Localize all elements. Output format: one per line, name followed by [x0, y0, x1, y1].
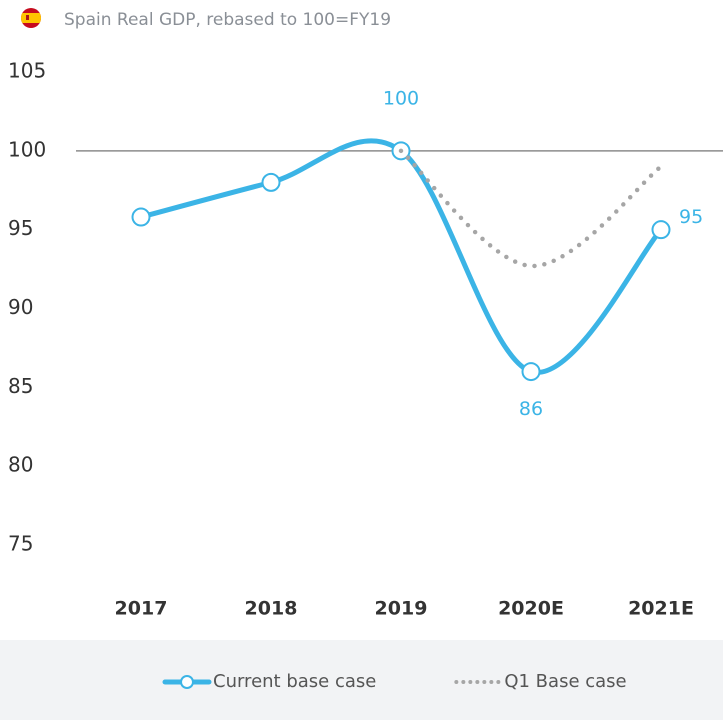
legend-label: Q1 Base case [504, 671, 626, 692]
chart-title: Spain Real GDP, rebased to 100=FY19 [64, 10, 391, 30]
y-tick-label: 80 [8, 453, 33, 477]
legend-marker [180, 675, 194, 689]
legend-panel [0, 640, 723, 720]
y-tick-label: 75 [8, 532, 33, 556]
point-marker [261, 172, 281, 192]
series-line [398, 148, 664, 269]
x-tick-label: 2017 [115, 598, 168, 620]
flag-icon [21, 8, 41, 28]
point-marker [521, 362, 541, 382]
data-label: 86 [519, 398, 543, 420]
data-label: 100 [383, 87, 419, 109]
series-line [138, 138, 664, 375]
y-tick-label: 85 [8, 374, 33, 398]
data-label: 95 [679, 206, 703, 228]
x-tick-label: 2018 [245, 598, 298, 620]
y-tick-label: 95 [8, 216, 33, 240]
x-tick-label: 2019 [375, 598, 428, 620]
y-tick-label: 90 [8, 295, 33, 319]
point-marker [131, 207, 151, 227]
legend-label: Current base case [213, 671, 376, 692]
x-tick-label: 2020E [498, 598, 564, 620]
point-marker [651, 220, 671, 240]
y-tick-label: 105 [8, 59, 46, 83]
x-tick-label: 2021E [628, 598, 694, 620]
y-tick-label: 100 [8, 137, 46, 161]
